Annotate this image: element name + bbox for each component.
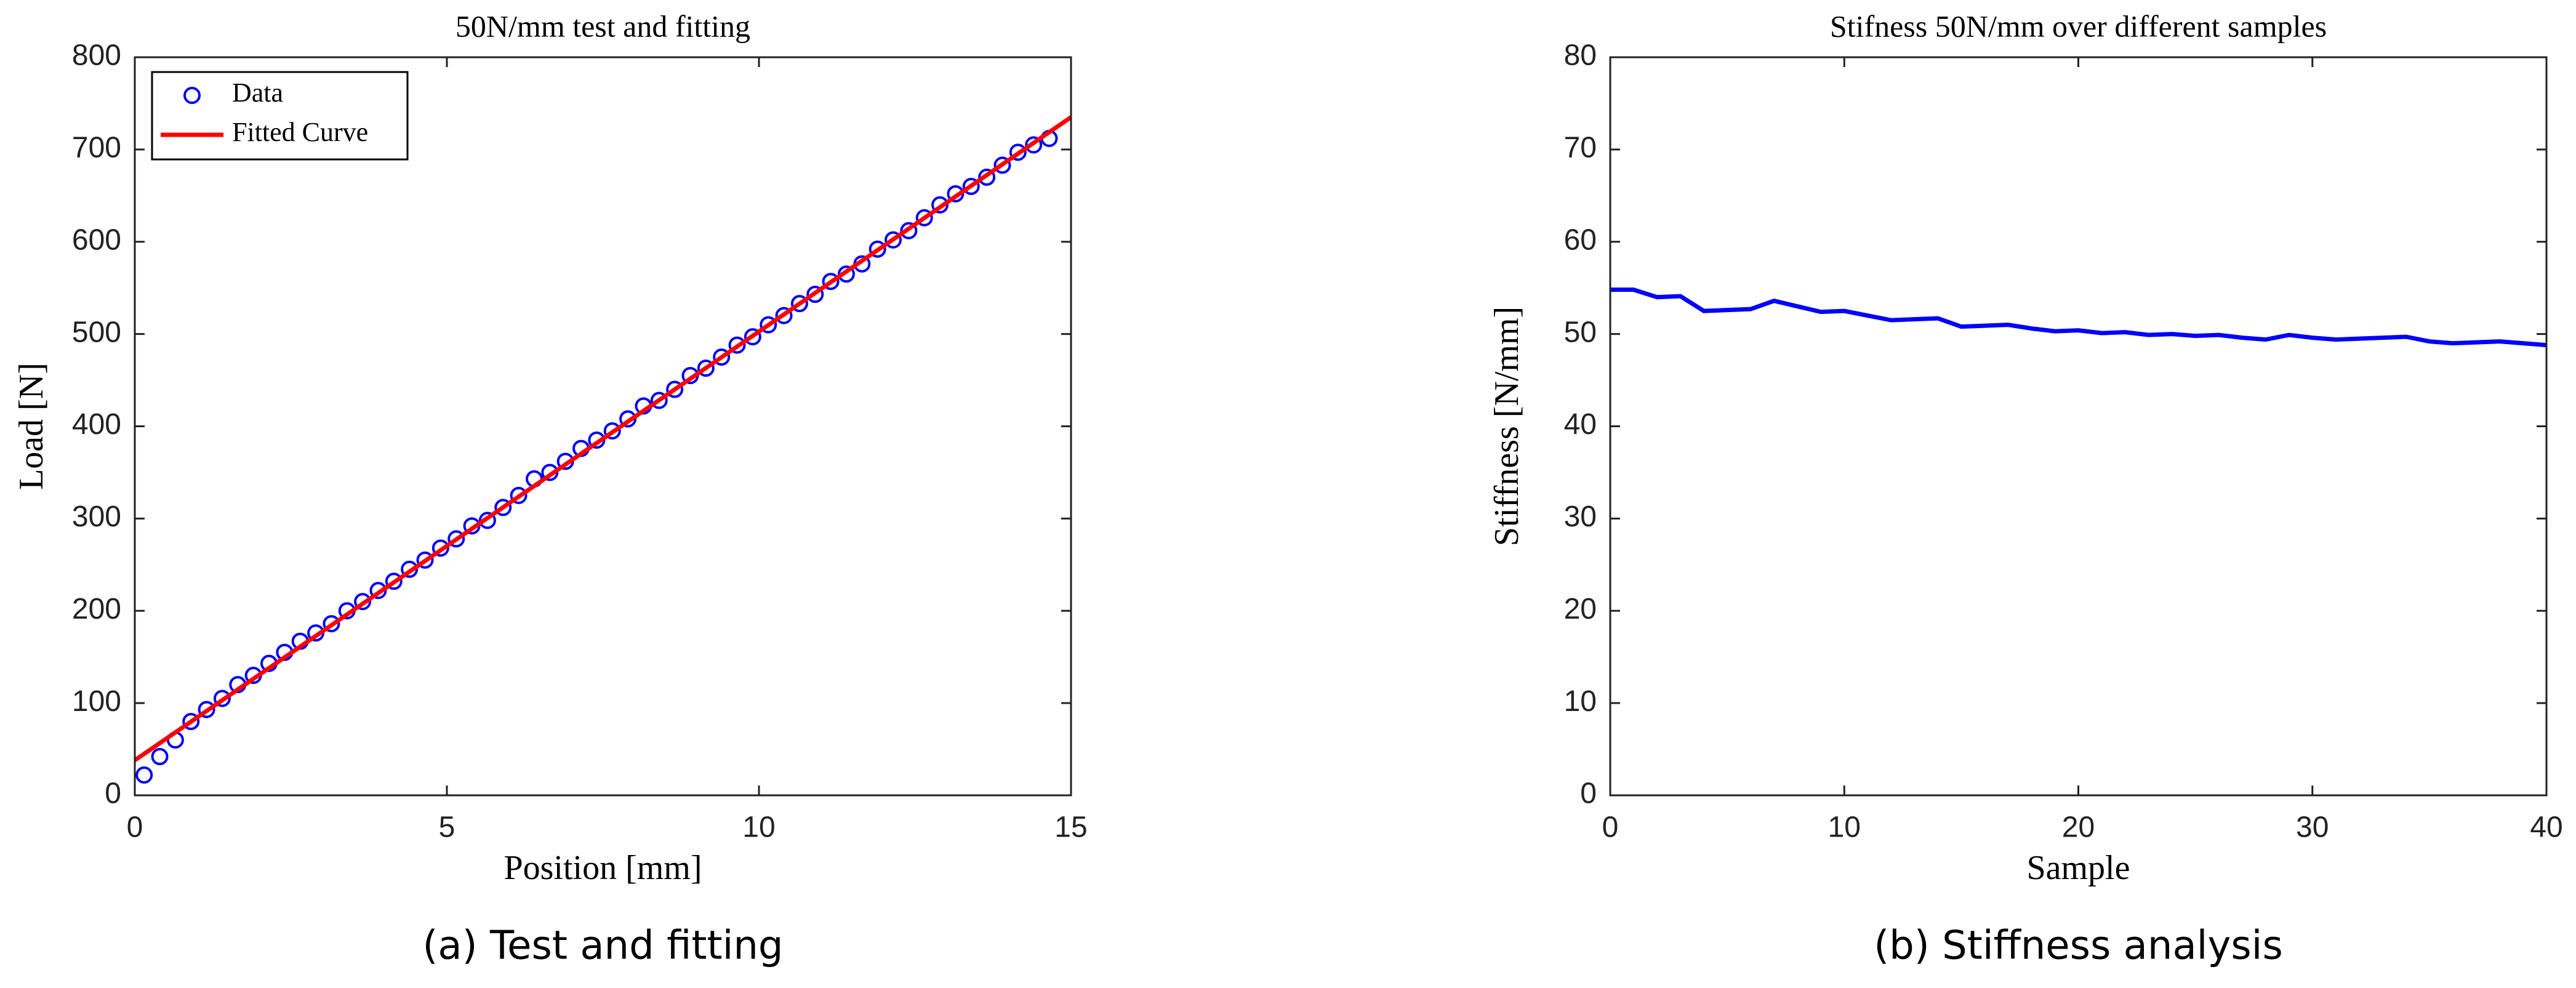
y-tick-label: 800 — [72, 39, 121, 72]
y-tick-label: 0 — [1580, 777, 1597, 810]
chart-title: Stifness 50N/mm over different samples — [1830, 9, 2327, 43]
x-tick-label: 0 — [127, 811, 143, 844]
y-tick-label: 80 — [1564, 39, 1597, 72]
data-point — [151, 748, 169, 766]
data-line — [134, 115, 1072, 762]
chart: 50N/mm test and fitting Position [mm] Load… — [12, 9, 1088, 968]
data-point — [822, 273, 840, 291]
y-axis-label: Load [N] — [12, 363, 50, 490]
data-point — [697, 359, 715, 377]
data-point — [213, 689, 231, 707]
data-point — [198, 701, 215, 718]
y-tick-label: 700 — [72, 132, 121, 164]
data-point — [478, 512, 496, 529]
data-point — [869, 240, 886, 258]
y-tick-label: 100 — [72, 685, 121, 718]
data-point — [650, 392, 668, 409]
data-point — [431, 539, 449, 557]
data-point — [744, 328, 761, 346]
y-tick-label: 50 — [1564, 316, 1597, 348]
legend-box — [151, 71, 409, 161]
y-tick-label: 500 — [72, 316, 121, 348]
y-tick-label: 0 — [105, 777, 121, 810]
data-point — [135, 766, 153, 784]
data-point — [885, 231, 902, 249]
data-point — [962, 177, 980, 195]
x-tick-label: 30 — [2296, 811, 2329, 844]
data-point — [603, 422, 621, 440]
data-point — [323, 615, 340, 633]
x-tick-label: 5 — [439, 811, 455, 844]
data-point — [666, 380, 684, 398]
data-point — [182, 713, 200, 731]
data-point — [978, 168, 996, 186]
data-point — [993, 156, 1011, 174]
legend-label: Fitted Curve — [232, 117, 368, 147]
data-point — [806, 286, 824, 303]
data-point — [900, 222, 918, 239]
y-tick-label: 10 — [1564, 685, 1597, 718]
chart: Stifness 50N/mm over different samples Sa… — [1488, 9, 2563, 968]
x-tick-label: 40 — [2530, 811, 2562, 844]
x-tick-label: 20 — [2062, 811, 2095, 844]
y-tick-label: 20 — [1564, 593, 1597, 625]
legend-label: Data — [232, 78, 283, 108]
y-tick-label: 600 — [72, 223, 121, 256]
x-tick-label: 0 — [1602, 811, 1619, 844]
caption: (b) Stiffness analysis — [1874, 923, 2283, 969]
y-tick-label: 40 — [1564, 408, 1597, 441]
data-line — [1610, 287, 2547, 348]
data-point — [1025, 136, 1043, 154]
y-axis-label: Stiffness [N/mm] — [1488, 307, 1526, 546]
y-tick-label: 70 — [1564, 132, 1597, 164]
data-point — [728, 336, 746, 354]
data-point — [510, 486, 528, 504]
x-tick-label: 10 — [742, 811, 775, 844]
data-point — [447, 530, 465, 548]
y-tick-label: 300 — [72, 500, 121, 533]
data-point — [401, 560, 419, 578]
legend-marker — [183, 87, 201, 104]
data-point — [790, 295, 808, 313]
data-point — [915, 209, 933, 227]
x-tick-label: 10 — [1828, 811, 1861, 844]
data-point — [354, 593, 372, 611]
x-tick-label: 15 — [1054, 811, 1087, 844]
data-point — [713, 348, 731, 366]
data-point — [385, 572, 403, 590]
data-point — [1009, 143, 1027, 161]
x-axis-label: Position [mm] — [504, 849, 702, 887]
data-point — [494, 499, 512, 516]
data-point — [931, 196, 949, 214]
axes-box — [134, 56, 1072, 797]
data-point — [416, 551, 434, 569]
y-tick-label: 60 — [1564, 223, 1597, 256]
caption: (a) Test and fitting — [422, 923, 783, 969]
data-point — [775, 307, 793, 324]
axes-box — [1609, 56, 2548, 797]
y-tick-label: 30 — [1564, 500, 1597, 533]
y-tick-label: 200 — [72, 593, 121, 625]
x-axis-label: Sample — [2027, 849, 2130, 887]
data-point — [760, 316, 777, 334]
y-tick-label: 400 — [72, 408, 121, 441]
chart-title: 50N/mm test and fitting — [455, 9, 750, 43]
